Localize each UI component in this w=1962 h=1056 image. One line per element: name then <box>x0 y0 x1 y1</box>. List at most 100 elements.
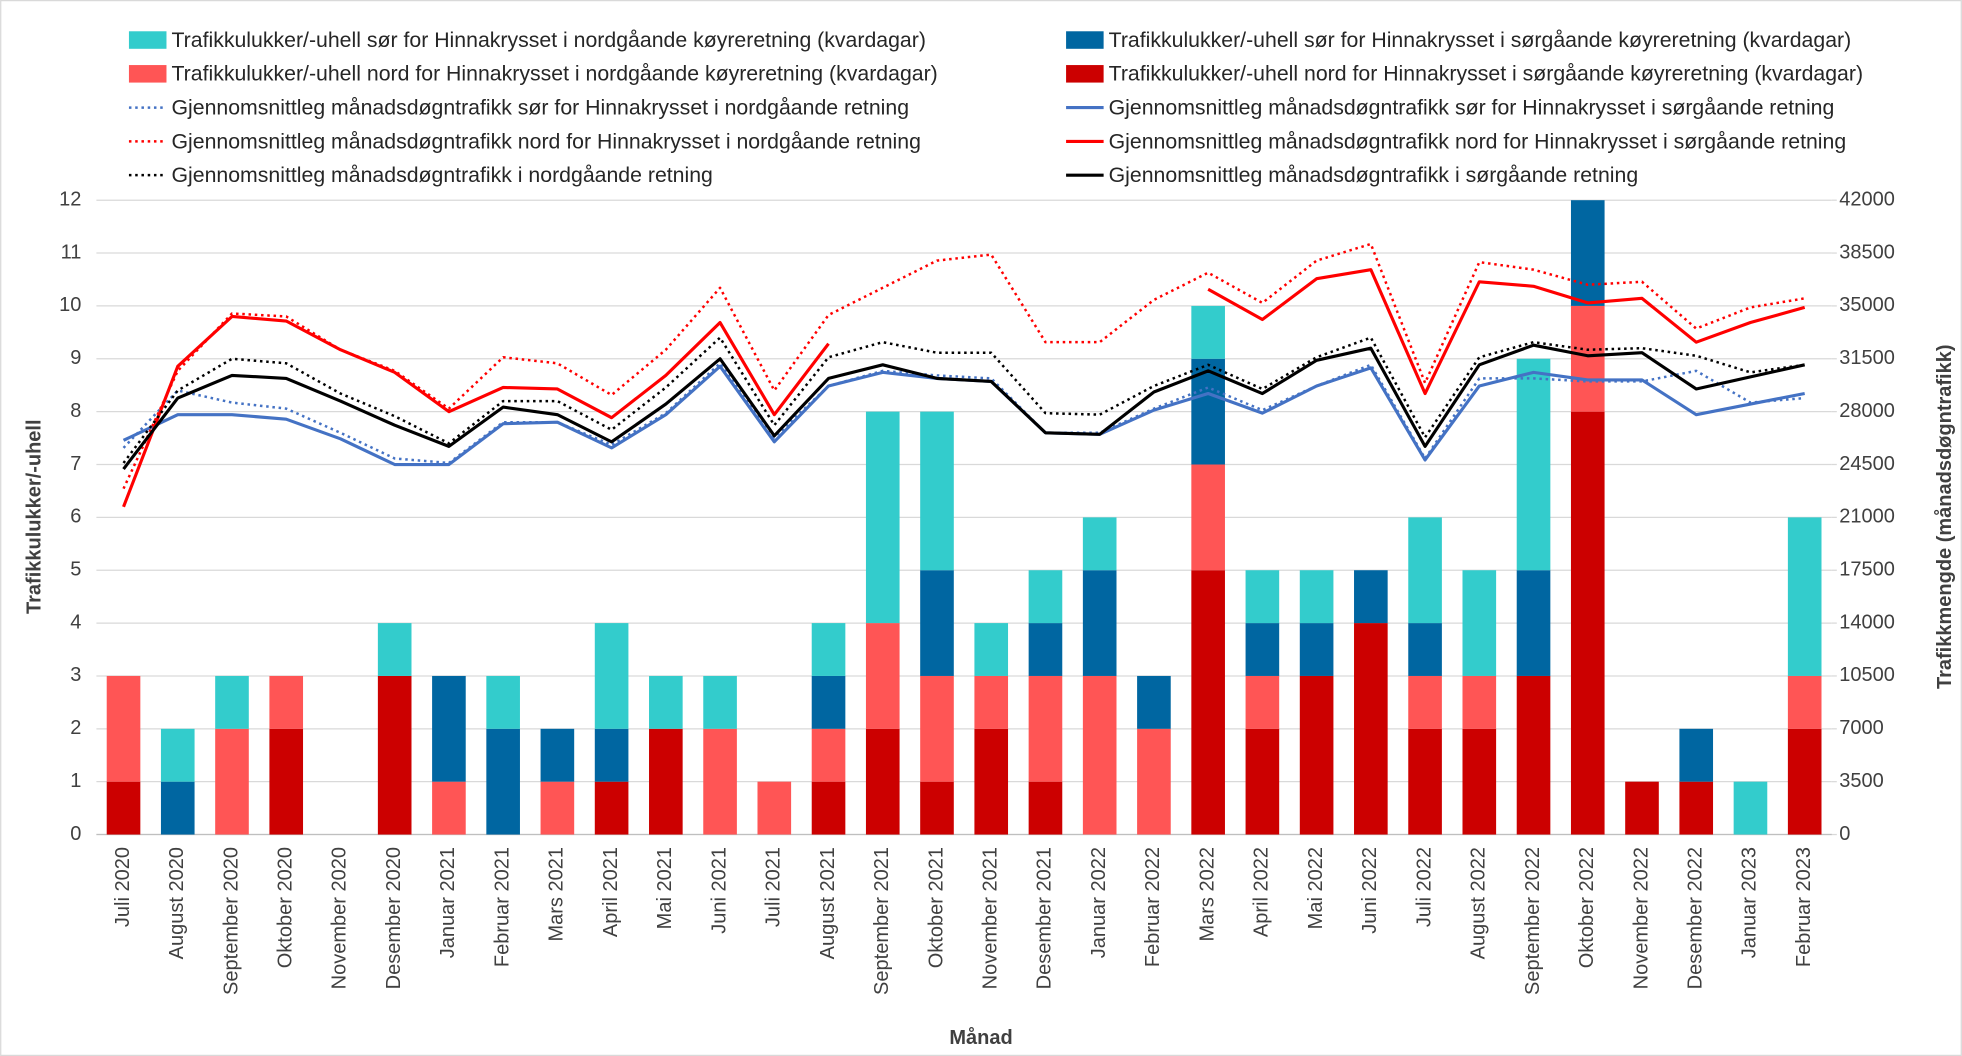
bar-segment <box>432 675 466 782</box>
legend-label: Gjennomsnittleg månadsdøgntrafikk nord f… <box>1109 129 1847 153</box>
x-tick-label: Oktober 2020 <box>275 847 297 968</box>
x-tick-label: Juli 2021 <box>763 847 785 927</box>
bar-segment <box>269 675 304 729</box>
legend-label: Gjennomsnittleg månadsdøgntrafikk nord f… <box>171 129 920 153</box>
y2-tick-label: 7000 <box>1839 717 1884 739</box>
x-tick-label: September 2022 <box>1522 847 1544 995</box>
bar-segment <box>1408 728 1442 835</box>
y-tick-label: 9 <box>70 347 81 369</box>
y2-tick-label: 24500 <box>1839 453 1895 475</box>
x-tick-label: Desember 2021 <box>1034 847 1056 989</box>
x-tick-label: Januar 2022 <box>1088 847 1110 958</box>
x-tick-label: April 2022 <box>1251 847 1273 937</box>
y-axis-title: Trafikkulukker/-uhell <box>23 419 45 614</box>
bar-segment <box>377 675 412 835</box>
bar-segment <box>377 623 412 676</box>
bar-segment <box>1028 623 1063 676</box>
y-tick-label: 7 <box>70 453 81 475</box>
legend-label: Gjennomsnittleg månadsdøgntrafikk sør fo… <box>171 95 909 119</box>
bar-segment <box>865 623 900 729</box>
x-tick-label: Oktober 2021 <box>925 847 947 968</box>
bar-segment <box>540 781 575 835</box>
x-tick-label: Juli 2022 <box>1413 847 1435 927</box>
legend-label: Gjennomsnittleg månadsdøgntrafikk i sørg… <box>1109 163 1639 187</box>
x-tick-label: Mai 2021 <box>654 847 676 929</box>
bar-segment <box>1191 570 1225 835</box>
bar-segment <box>269 728 304 835</box>
bar-segment <box>757 781 792 835</box>
bar-segment <box>540 728 575 782</box>
bar-segment <box>594 781 629 835</box>
bar-segment <box>160 728 195 782</box>
x-tick-label: Desember 2022 <box>1685 847 1707 989</box>
line-series <box>122 362 1805 465</box>
x-tick-label: Januar 2021 <box>437 847 459 958</box>
y2-tick-label: 35000 <box>1839 294 1895 316</box>
bar-segment <box>1787 728 1822 835</box>
bar-segment <box>1462 675 1497 729</box>
y2-tick-label: 10500 <box>1839 664 1895 686</box>
x-tick-label: November 2022 <box>1630 847 1652 989</box>
y-tick-label: 10 <box>59 294 81 316</box>
bar-segment <box>920 675 954 782</box>
legend-swatch <box>1066 31 1104 49</box>
legend-swatch <box>128 31 167 49</box>
bar-segment <box>974 675 1009 729</box>
bar-segment <box>1082 675 1117 835</box>
bar-segment <box>1570 200 1605 306</box>
bar-segment <box>1408 623 1442 676</box>
bar-segment <box>811 728 846 782</box>
bar-segment <box>106 675 141 782</box>
bar-segment <box>1245 623 1280 676</box>
y-tick-label: 3 <box>70 664 81 686</box>
y2-tick-label: 3500 <box>1839 770 1884 792</box>
x-tick-label: August 2021 <box>817 847 839 959</box>
bar-segment <box>1462 570 1497 676</box>
bar-segment <box>865 411 900 624</box>
bar-segment <box>594 623 629 729</box>
bar-segment <box>649 728 683 835</box>
x-tick-label: September 2020 <box>220 847 242 995</box>
bar-segment <box>1299 623 1334 676</box>
x-tick-label: August 2022 <box>1468 847 1490 959</box>
bar-segment <box>1191 464 1225 571</box>
x-tick-label: Januar 2023 <box>1739 847 1761 958</box>
bar-segment <box>1787 517 1822 676</box>
legend-label: Trafikkulukker/-uhell nord for Hinnakrys… <box>171 62 937 86</box>
bar-segment <box>215 675 249 729</box>
x-tick-label: Februar 2021 <box>491 847 513 967</box>
y-tick-label: 11 <box>61 241 82 263</box>
x-tick-label: Mars 2022 <box>1196 847 1218 942</box>
y2-tick-label: 38500 <box>1839 241 1895 263</box>
legend-label: Trafikkulukker/-uhell sør for Hinnakryss… <box>171 28 925 52</box>
bar-segment <box>1570 305 1605 412</box>
legend-swatch <box>1066 65 1104 83</box>
x-tick-label: Februar 2022 <box>1142 847 1164 967</box>
bar-segment <box>920 781 954 835</box>
bar-segment <box>1028 781 1063 835</box>
bar-segment <box>486 675 520 729</box>
x-tick-label: Juni 2021 <box>708 847 730 934</box>
x-tick-label: Mai 2022 <box>1305 847 1327 929</box>
bar-segment <box>1245 675 1280 729</box>
bar-segment <box>215 728 249 835</box>
bar-segment <box>1354 570 1388 624</box>
y-tick-label: 12 <box>59 188 81 210</box>
y-tick-label: 4 <box>70 611 81 633</box>
line-series <box>122 343 1806 470</box>
x-tick-label: Juli 2020 <box>112 847 134 927</box>
line-series <box>122 268 1806 508</box>
legend-label: Gjennomsnittleg månadsdøgntrafikk i nord… <box>171 163 712 187</box>
bar-segment <box>649 675 683 729</box>
bar-segment <box>811 781 846 835</box>
bar-segment <box>1570 411 1605 835</box>
bar-segment <box>486 728 520 835</box>
legend-swatch <box>128 65 167 83</box>
bar-segment <box>1299 570 1334 624</box>
bar-segment <box>1245 728 1280 835</box>
bar-segment <box>106 781 141 835</box>
bar-segment <box>703 675 737 729</box>
